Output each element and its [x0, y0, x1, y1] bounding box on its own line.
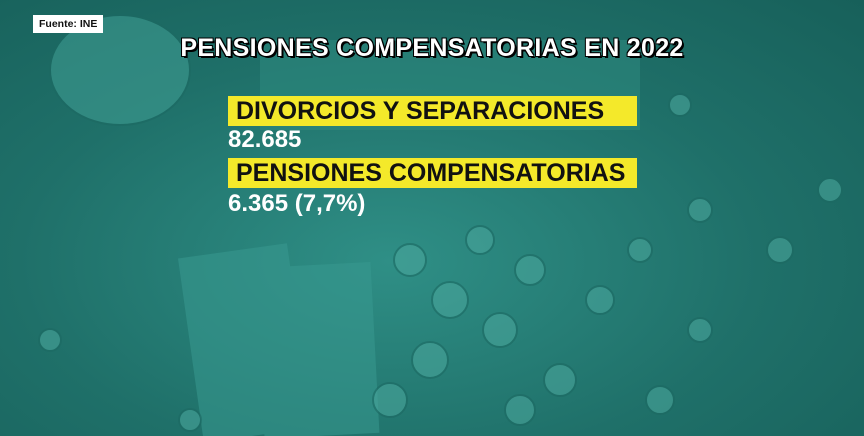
- coin: [431, 281, 469, 319]
- coin: [627, 237, 653, 263]
- coin: [482, 312, 518, 348]
- title: PENSIONES COMPENSATORIAS EN 2022: [180, 34, 684, 62]
- source-label: Fuente: INE: [33, 15, 104, 33]
- coin: [38, 328, 62, 352]
- coin: [668, 93, 692, 117]
- item-value: 6.365 (7,7%): [228, 190, 366, 217]
- coin: [585, 285, 615, 315]
- coins: [38, 14, 843, 432]
- coin: [504, 394, 536, 426]
- coin: [817, 177, 843, 203]
- item-label: PENSIONES COMPENSATORIAS: [228, 158, 637, 188]
- item-value: 82.685: [228, 126, 302, 153]
- coin: [687, 317, 713, 343]
- coin: [393, 243, 427, 277]
- coin: [178, 408, 202, 432]
- item-label: DIVORCIOS Y SEPARACIONES: [228, 96, 637, 126]
- coin: [514, 254, 546, 286]
- coin: [543, 363, 577, 397]
- coin: [411, 341, 449, 379]
- jar: [49, 14, 191, 126]
- coin: [645, 385, 675, 415]
- coin: [465, 225, 495, 255]
- coin: [372, 382, 408, 418]
- bill: [255, 261, 380, 436]
- coin: [687, 197, 713, 223]
- coin: [766, 236, 794, 264]
